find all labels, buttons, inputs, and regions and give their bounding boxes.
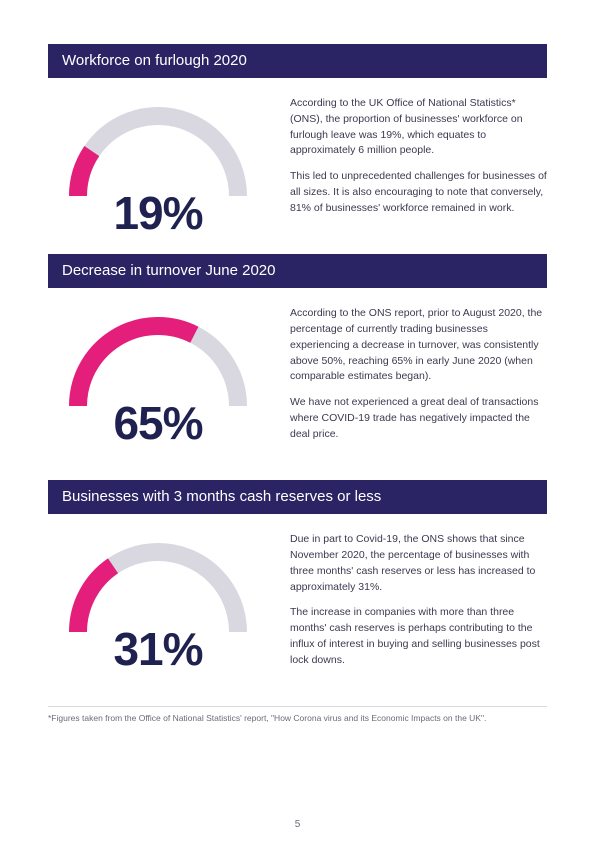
gauge-value: 31% bbox=[58, 622, 258, 676]
section-row: 31% Due in part to Covid-19, the ONS sho… bbox=[48, 532, 547, 678]
footnote: *Figures taken from the Office of Nation… bbox=[48, 706, 547, 723]
section-row: 19% According to the UK Office of Nation… bbox=[48, 96, 547, 226]
gauge-chart: 65% bbox=[58, 306, 258, 416]
text-column: According to the ONS report, prior to Au… bbox=[290, 306, 547, 452]
section-turnover: Decrease in turnover June 2020 65% Accor… bbox=[48, 254, 547, 452]
section-header: Workforce on furlough 2020 bbox=[48, 44, 547, 78]
section-header: Businesses with 3 months cash reserves o… bbox=[48, 480, 547, 514]
gauge-column: 31% bbox=[48, 532, 268, 642]
paragraph: According to the ONS report, prior to Au… bbox=[290, 306, 547, 385]
gauge-column: 19% bbox=[48, 96, 268, 206]
section-row: 65% According to the ONS report, prior t… bbox=[48, 306, 547, 452]
section-furlough: Workforce on furlough 2020 19% According… bbox=[48, 44, 547, 226]
paragraph: According to the UK Office of National S… bbox=[290, 96, 547, 159]
page: Workforce on furlough 2020 19% According… bbox=[0, 0, 595, 753]
text-column: Due in part to Covid-19, the ONS shows t… bbox=[290, 532, 547, 678]
gauge-value: 65% bbox=[58, 396, 258, 450]
paragraph: This led to unprecedented challenges for… bbox=[290, 169, 547, 216]
paragraph: The increase in companies with more than… bbox=[290, 605, 547, 668]
gauge-chart: 31% bbox=[58, 532, 258, 642]
gauge-column: 65% bbox=[48, 306, 268, 416]
paragraph: We have not experienced a great deal of … bbox=[290, 395, 547, 442]
section-cashreserves: Businesses with 3 months cash reserves o… bbox=[48, 480, 547, 678]
gauge-value: 19% bbox=[58, 186, 258, 240]
gauge-chart: 19% bbox=[58, 96, 258, 206]
text-column: According to the UK Office of National S… bbox=[290, 96, 547, 226]
section-header: Decrease in turnover June 2020 bbox=[48, 254, 547, 288]
page-number: 5 bbox=[0, 819, 595, 830]
paragraph: Due in part to Covid-19, the ONS shows t… bbox=[290, 532, 547, 595]
